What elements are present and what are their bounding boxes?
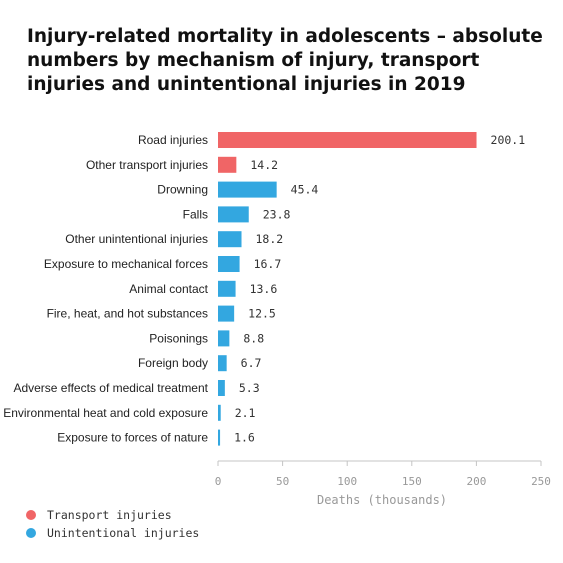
data-label: 45.4 [291, 183, 319, 197]
data-label: 18.2 [256, 232, 284, 246]
legend: Transport injuries Unintentional injurie… [26, 506, 199, 542]
legend-label-transport: Transport injuries [47, 508, 172, 522]
category-label: Adverse effects of medical treatment [13, 381, 208, 395]
data-label: 8.8 [243, 331, 264, 345]
category-label: Other transport injuries [86, 158, 208, 172]
bar [218, 280, 236, 297]
chart-title: Injury-related mortality in adolescents … [27, 26, 543, 95]
data-label: 16.7 [254, 257, 282, 271]
legend-swatch-unintentional [26, 528, 36, 538]
bar [218, 132, 477, 148]
data-label: 6.7 [241, 356, 262, 370]
bar [218, 330, 230, 347]
legend-swatch-transport [26, 510, 36, 520]
category-label: Drowning [157, 183, 208, 197]
bar [218, 429, 221, 446]
x-tick-label: 0 [215, 475, 222, 488]
data-label: 5.3 [239, 381, 260, 395]
data-label: 23.8 [263, 207, 291, 221]
category-label: Environmental heat and cold exposure [3, 406, 208, 420]
x-tick-label: 250 [531, 475, 551, 488]
bar [218, 181, 277, 198]
category-label: Animal contact [129, 282, 208, 296]
data-label: 14.2 [250, 158, 278, 172]
x-tick-label: 150 [402, 475, 422, 488]
bar [218, 156, 237, 173]
x-tick-label: 50 [276, 475, 289, 488]
bar [218, 404, 221, 421]
category-label: Fire, heat, and hot substances [47, 307, 208, 321]
bar [218, 231, 242, 248]
category-label: Foreign body [138, 356, 208, 370]
data-label: 13.6 [250, 282, 278, 296]
category-label: Exposure to mechanical forces [44, 257, 208, 271]
bar [218, 256, 240, 272]
bar [218, 305, 235, 322]
x-tick-label: 100 [337, 475, 357, 488]
category-label: Road injuries [138, 133, 208, 147]
legend-item-transport: Transport injuries [26, 506, 199, 524]
category-label: Poisonings [149, 331, 208, 345]
x-axis-title: Deaths (thousands) [317, 493, 447, 507]
x-tick-label: 200 [466, 475, 486, 488]
legend-label-unintentional: Unintentional injuries [47, 526, 200, 540]
category-label: Falls [183, 207, 208, 221]
category-label: Other unintentional injuries [65, 232, 208, 246]
bar [218, 380, 225, 396]
data-label: 12.5 [248, 307, 276, 321]
legend-item-unintentional: Unintentional injuries [26, 524, 199, 542]
data-label: 200.1 [491, 133, 526, 147]
category-label: Exposure to forces of nature [57, 431, 208, 445]
bar [218, 355, 227, 372]
data-label: 1.6 [234, 431, 255, 445]
data-label: 2.1 [235, 406, 256, 420]
bar [218, 206, 249, 223]
